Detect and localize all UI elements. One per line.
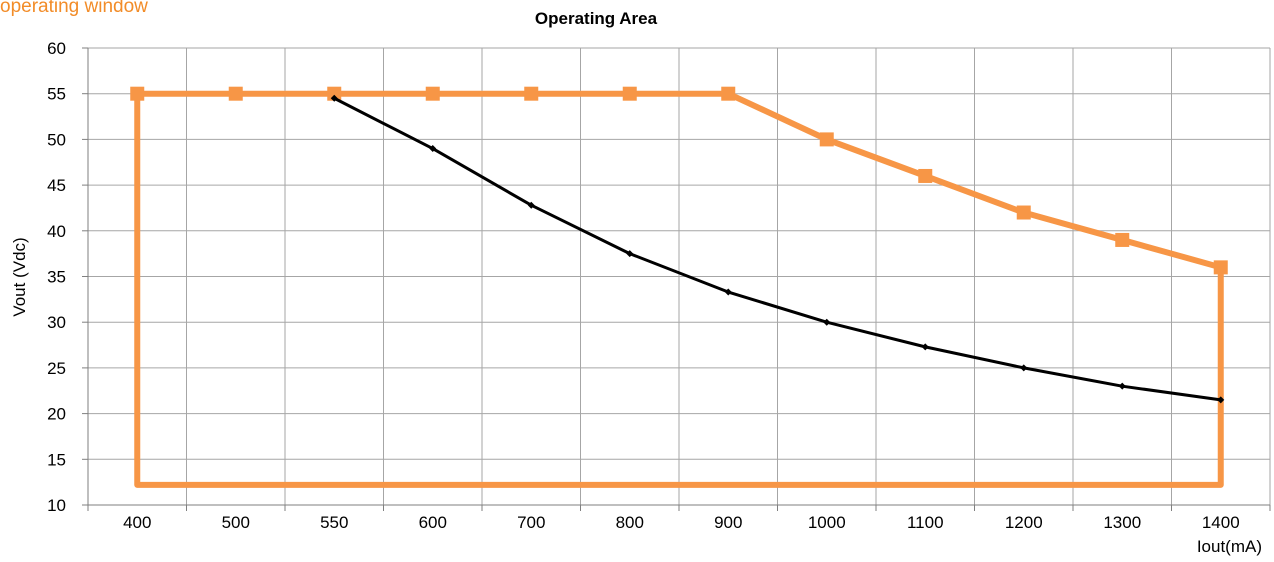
y-tick-label: 55 (47, 85, 66, 104)
x-tick-label: 1100 (907, 513, 944, 532)
y-tick-label: 40 (47, 222, 66, 241)
chart-title: Operating Area (535, 9, 658, 28)
curve-marker (1118, 382, 1126, 390)
envelope-marker (622, 86, 637, 101)
curve-marker (429, 145, 437, 153)
x-tick-label: 500 (222, 513, 250, 532)
x-tick-label: 700 (517, 513, 545, 532)
envelope-marker (1213, 260, 1228, 275)
envelope-marker (918, 168, 933, 183)
x-tick-label: 800 (616, 513, 644, 532)
envelope-marker (228, 86, 243, 101)
grid-layer (87, 47, 1271, 506)
envelope-marker (524, 86, 539, 101)
curve-marker (527, 201, 535, 209)
curve-marker (823, 318, 831, 326)
series-layer (130, 86, 1228, 488)
curve-marker (724, 288, 732, 296)
x-tick-label: 550 (320, 513, 348, 532)
label-layer: 10 15 20 25 30 35 40 45 50 55 60 400 500 550 600 700 800… (47, 39, 1240, 532)
y-axis-label: Vout (Vdc) (10, 237, 29, 316)
envelope-marker (1115, 232, 1130, 247)
x-tick-label: 400 (123, 513, 151, 532)
curve-line (333, 96, 1221, 402)
y-tick-label: 20 (47, 405, 66, 424)
envelope-marker (819, 132, 834, 147)
envelope-marker (1016, 205, 1031, 220)
y-tick-label: 10 (47, 496, 66, 515)
corner-note: operating window (0, 0, 148, 17)
y-tick-label: 30 (47, 313, 66, 332)
envelope-marker (130, 86, 145, 101)
x-axis-label: Iout(mA) (1197, 537, 1262, 556)
curve-marker (1020, 364, 1028, 372)
x-tick-label: 600 (419, 513, 447, 532)
x-tick-label: 1000 (808, 513, 846, 532)
x-tick-label: 1200 (1005, 513, 1043, 532)
axis-layer (82, 47, 1271, 511)
x-tick-label: 1300 (1103, 513, 1141, 532)
y-tick-label: 15 (47, 450, 66, 469)
curve-marker (921, 343, 929, 351)
x-tick-label: 900 (714, 513, 742, 532)
envelope-marker (721, 86, 736, 101)
curve-marker (330, 94, 338, 102)
envelope-marker (327, 86, 342, 101)
curve-marker (1217, 396, 1225, 404)
curve-marker (626, 250, 634, 258)
x-tick-label: 1400 (1202, 513, 1240, 532)
y-tick-label: 60 (47, 39, 66, 58)
envelope-marker (425, 86, 440, 101)
y-tick-label: 25 (47, 359, 66, 378)
y-tick-label: 35 (47, 268, 66, 287)
y-tick-label: 50 (47, 130, 66, 149)
y-tick-label: 45 (47, 176, 66, 195)
